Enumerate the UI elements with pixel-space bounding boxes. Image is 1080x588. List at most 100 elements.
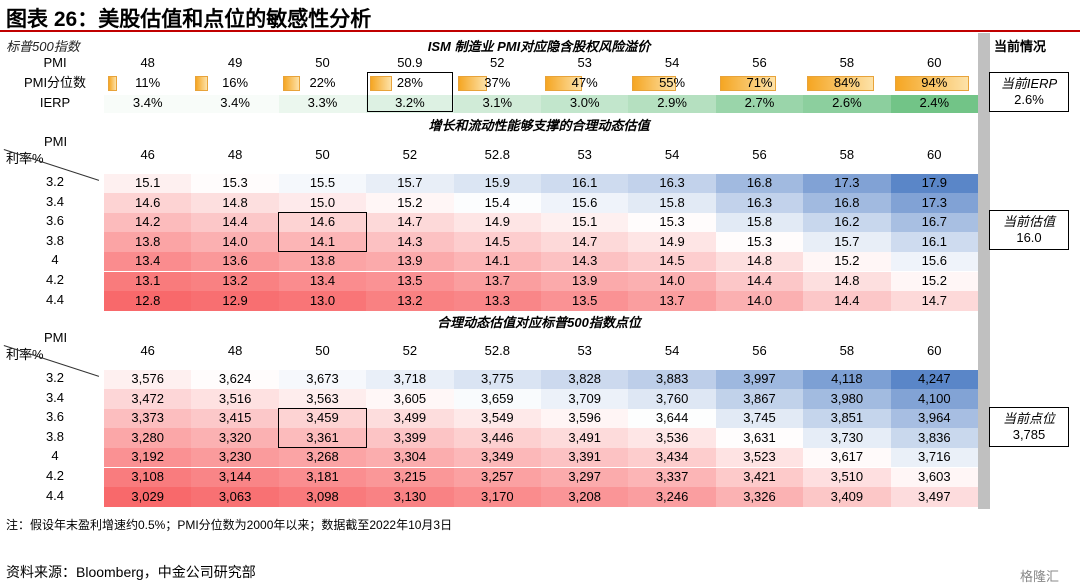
heatmap-cell-bg: [803, 232, 891, 252]
ierp-cell-bg: [453, 95, 541, 113]
heatmap-cell-bg: [803, 193, 891, 213]
heatmap-cell-bg: [366, 193, 454, 213]
heatmap-cell: 3,246: [655, 488, 689, 504]
heatmap-cell: 14.5: [659, 253, 685, 269]
heatmap-cell-bg: [453, 389, 541, 409]
heatmap-cell: 14.4: [222, 214, 248, 230]
heatmap-cell: 3,867: [743, 390, 776, 406]
heatmap-cell-bg: [890, 193, 978, 213]
heatmap-cell: 16.2: [834, 214, 860, 230]
pmi-percentile-bar: [195, 76, 209, 91]
heatmap-cell: 15.7: [397, 175, 423, 190]
heatmap-cell: 3,605: [393, 390, 427, 406]
column-header: 52.8: [484, 147, 510, 162]
ierp-cell: 2.9%: [657, 95, 687, 110]
heatmap-cell-bg: [541, 447, 629, 468]
heatmap-cell-bg: [715, 291, 804, 311]
heatmap-cell: 14.8: [222, 194, 248, 210]
ierp-cell: 55%: [659, 75, 686, 90]
heatmap-cell: 3,192: [131, 449, 164, 465]
row-header: 4.4: [45, 291, 65, 307]
heatmap-cell: 3,603: [918, 469, 951, 484]
heatmap-cell: 3,108: [131, 469, 164, 484]
pmi-percentile-bar: [719, 76, 777, 91]
pmi-percentile-bar: [282, 76, 301, 91]
heatmap-cell: 3,337: [655, 469, 689, 484]
heatmap-cell: 15.3: [659, 214, 685, 230]
heatmap-cell: 3,446: [481, 429, 514, 445]
heatmap-cell-bg: [366, 487, 454, 507]
heatmap-cell-bg: [366, 232, 454, 252]
current-valuation-box: 当前估值 16.0: [989, 210, 1069, 250]
heatmap-cell-bg: [803, 251, 891, 272]
heatmap-cell: 16.8: [834, 194, 860, 210]
heatmap-cell-bg: [104, 467, 192, 488]
heatmap-cell: 13.8: [309, 253, 336, 269]
heatmap-cell: 15.2: [834, 253, 860, 269]
heatmap-cell-bg: [541, 291, 629, 311]
heatmap-cell: 14.4: [746, 273, 773, 288]
title-rule: [0, 30, 1080, 32]
heatmap-cell-bg: [715, 232, 804, 252]
heatmap-cell-bg: [890, 173, 978, 194]
heatmap-cell: 14.1: [309, 233, 336, 249]
heatmap-cell: 14.8: [834, 273, 860, 288]
heatmap-cell-bg: [541, 487, 629, 507]
heatmap-cell-bg: [803, 271, 891, 292]
heatmap-cell-bg: [628, 408, 716, 429]
pmi-percentile-bar: [108, 76, 117, 91]
heatmap-cell-bg: [191, 467, 279, 488]
ierp-cell: 11%: [135, 75, 161, 90]
heatmap-cell-bg: [541, 173, 629, 194]
heatmap-cell: 14.0: [222, 233, 248, 249]
heatmap-cell-bg: [715, 408, 804, 429]
row-header: 3.6: [45, 213, 65, 229]
heatmap-cell-bg: [453, 408, 541, 429]
heatmap-cell-bg: [715, 447, 804, 468]
heatmap-cell-bg: [715, 369, 804, 390]
heatmap-cell-bg: [366, 447, 454, 468]
heatmap-cell-bg: [104, 232, 192, 252]
heatmap-cell-bg: [803, 369, 891, 390]
column-header: 52: [402, 147, 418, 162]
heatmap-cell: 16.8: [746, 175, 773, 190]
heatmap-cell: 13.9: [397, 253, 423, 269]
heatmap-cell-bg: [104, 369, 192, 390]
heatmap-cell-bg: [453, 193, 541, 213]
footnote: 注：假设年末盈利增速约0.5%；PMI分位数为2000年以来；数据截至2022年…: [6, 518, 453, 532]
heatmap-cell: 3,576: [131, 371, 164, 386]
heatmap-cell-bg: [278, 173, 367, 194]
heatmap-cell-bg: [366, 212, 454, 233]
heatmap-cell-bg: [803, 428, 891, 448]
heatmap-cell-bg: [541, 251, 629, 272]
ierp-cell-bg: [715, 95, 804, 113]
heatmap-cell: 3,304: [393, 449, 427, 465]
heatmap-cell: 17.9: [921, 175, 947, 190]
heatmap-cell: 14.4: [834, 292, 860, 308]
heatmap-cell-bg: [541, 271, 629, 292]
heatmap-cell-bg: [541, 408, 629, 429]
heatmap-cell: 13.7: [659, 292, 685, 308]
heatmap-cell: 14.9: [659, 233, 685, 249]
heatmap-cell-bg: [890, 232, 978, 252]
ierp-row-label: IERP: [39, 95, 71, 110]
heatmap-cell: 3,851: [830, 410, 864, 426]
heatmap-cell-bg: [278, 447, 367, 468]
ierp-cell-bg: [803, 95, 891, 113]
column-header: 50: [315, 147, 330, 162]
heatmap-cell: 3,536: [655, 429, 689, 445]
row-header: 3.2: [45, 370, 65, 385]
heatmap-cell: 15.3: [746, 233, 773, 249]
heatmap-cell: 15.9: [484, 175, 510, 190]
heatmap-cell-bg: [366, 291, 454, 311]
heatmap-cell: 13.8: [135, 233, 161, 249]
heatmap-cell: 14.5: [484, 233, 510, 249]
ierp-cell-bg: [191, 95, 279, 113]
column-header: 53: [577, 343, 592, 358]
heatmap-cell: 3,491: [568, 429, 601, 445]
current-index-value: 3,785: [1012, 427, 1046, 442]
ierp-cell: 84%: [833, 75, 860, 90]
heatmap-cell: 16.7: [921, 214, 947, 230]
heatmap-cell: 3,745: [743, 410, 776, 426]
column-header: 46: [140, 147, 155, 162]
